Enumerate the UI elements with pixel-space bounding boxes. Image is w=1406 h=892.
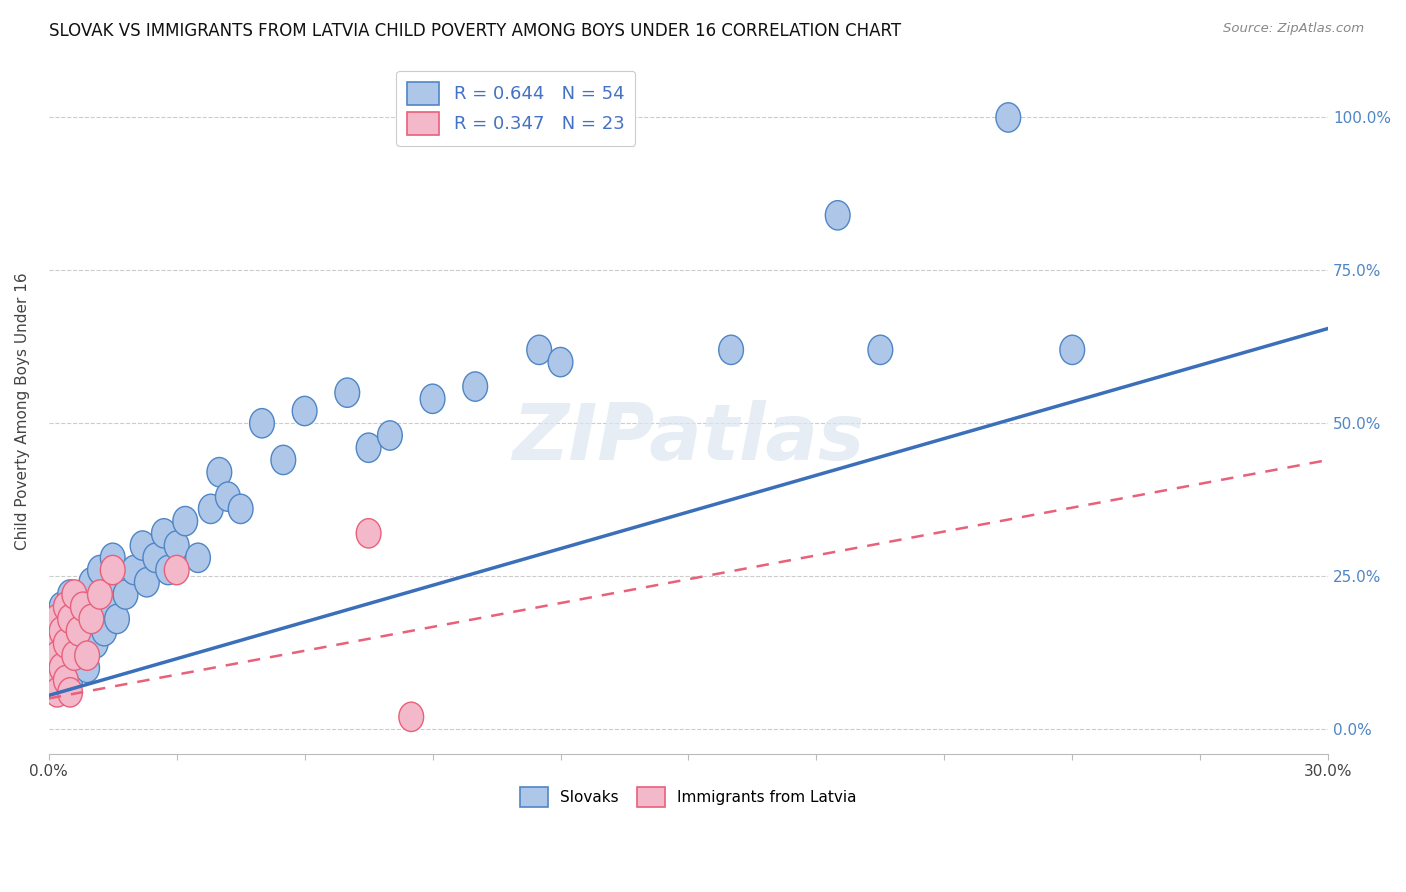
Y-axis label: Child Poverty Among Boys Under 16: Child Poverty Among Boys Under 16 [15,272,30,549]
Legend: Slovaks, Immigrants from Latvia: Slovaks, Immigrants from Latvia [513,780,865,814]
Text: ZIPatlas: ZIPatlas [512,401,865,476]
Text: SLOVAK VS IMMIGRANTS FROM LATVIA CHILD POVERTY AMONG BOYS UNDER 16 CORRELATION C: SLOVAK VS IMMIGRANTS FROM LATVIA CHILD P… [49,22,901,40]
Text: Source: ZipAtlas.com: Source: ZipAtlas.com [1223,22,1364,36]
